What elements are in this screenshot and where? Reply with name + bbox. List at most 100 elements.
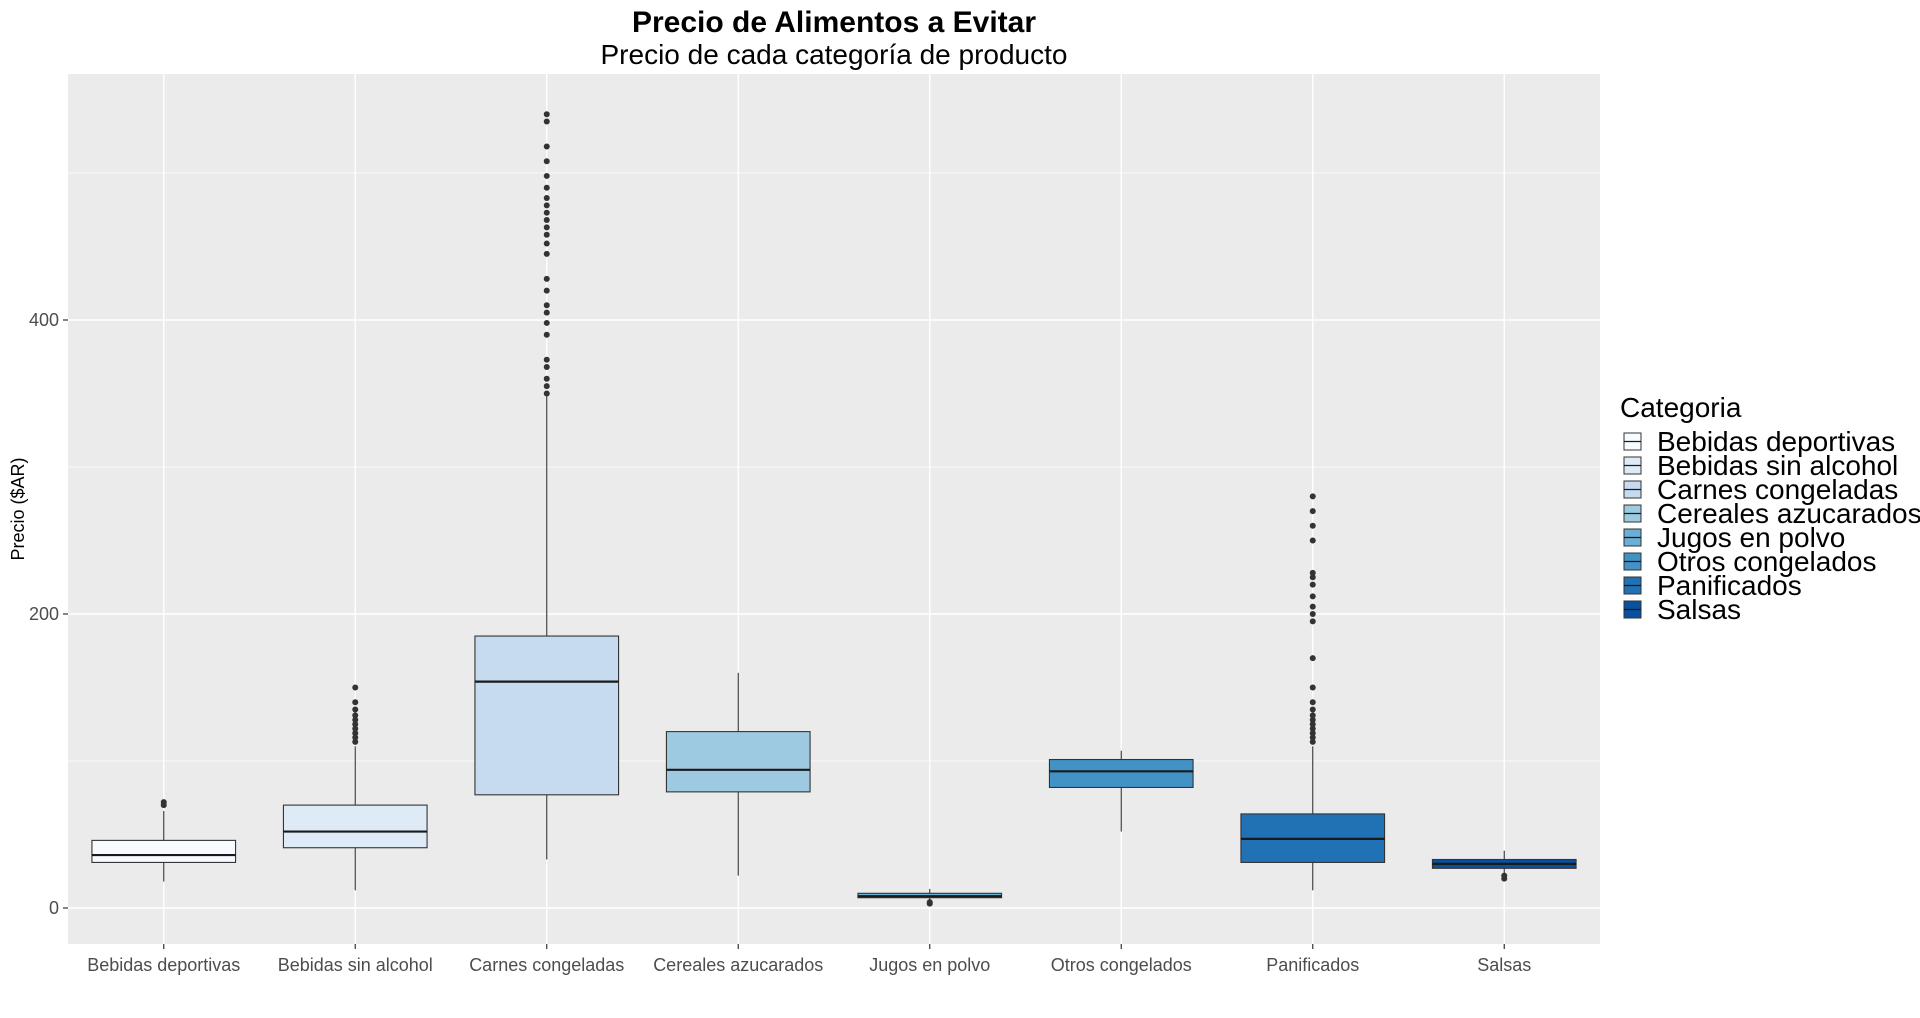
outlier-point xyxy=(1309,569,1316,576)
box-7 xyxy=(1240,493,1386,891)
legend-title: Categoria xyxy=(1620,392,1742,423)
outlier-point xyxy=(543,364,550,371)
outlier-point xyxy=(1309,699,1316,706)
outlier-point xyxy=(543,309,550,316)
legend-item-3: Carnes congeladas xyxy=(1623,474,1898,505)
outlier-point xyxy=(543,319,550,326)
outlier-point xyxy=(1309,537,1316,544)
legend-label: Panificados xyxy=(1657,570,1802,601)
outlier-point xyxy=(543,194,550,201)
outlier-point xyxy=(1309,574,1316,581)
x-axis: Bebidas deportivas Bebidas sin alcohol Car… xyxy=(87,944,1531,975)
outlier-point xyxy=(543,231,550,238)
outlier-point xyxy=(543,118,550,125)
outlier-point xyxy=(352,725,359,732)
outlier-point xyxy=(1309,734,1316,741)
outlier-point xyxy=(543,375,550,382)
outlier-point xyxy=(543,331,550,338)
box-2 xyxy=(282,684,428,891)
y-axis: 0 200 400 xyxy=(29,310,68,918)
legend-label: Cereales azucarados xyxy=(1657,498,1920,529)
box-4 xyxy=(665,672,811,876)
outlier-point xyxy=(543,158,550,165)
legend-item-1: Bebidas deportivas xyxy=(1623,426,1895,457)
outlier-point xyxy=(1309,522,1316,529)
legend-label: Bebidas deportivas xyxy=(1657,426,1895,457)
outlier-point xyxy=(543,275,550,282)
outlier-point xyxy=(352,716,359,723)
outlier-point xyxy=(1309,611,1316,617)
outlier-point xyxy=(543,390,550,397)
outlier-point xyxy=(543,383,550,390)
box-8 xyxy=(1431,850,1577,882)
outlier-point xyxy=(352,684,359,691)
box-6 xyxy=(1048,750,1194,832)
outlier-point xyxy=(1309,618,1316,625)
outlier-point xyxy=(160,799,167,806)
outlier-point xyxy=(1309,493,1316,500)
x-tick-label: Bebidas deportivas xyxy=(87,955,240,975)
box-body xyxy=(1048,758,1194,789)
outlier-point xyxy=(1309,716,1316,723)
x-tick-label: Carnes congeladas xyxy=(469,955,624,975)
y-axis-title: Precio ($AR) xyxy=(8,457,28,560)
legend-item-4: Cereales azucarados xyxy=(1623,498,1920,529)
outlier-point xyxy=(543,143,550,150)
outlier-point xyxy=(543,202,550,209)
outlier-point xyxy=(543,172,550,179)
x-tick-label: Panificados xyxy=(1266,955,1359,975)
outlier-point xyxy=(543,224,550,231)
outlier-point xyxy=(1501,872,1508,879)
outlier-point xyxy=(543,217,550,224)
chart-title: Precio de Alimentos a Evitar xyxy=(632,6,1036,39)
outlier-point xyxy=(1309,706,1316,713)
box-body xyxy=(91,839,237,863)
outlier-point xyxy=(352,738,359,745)
outlier-point xyxy=(1309,508,1316,515)
outlier-point xyxy=(543,287,550,294)
box-group xyxy=(91,111,1577,907)
y-tick-label: 0 xyxy=(49,898,59,918)
x-tick-label: Bebidas sin alcohol xyxy=(278,955,433,975)
legend-label: Salsas xyxy=(1657,594,1741,625)
outlier-point xyxy=(1309,725,1316,732)
outlier-point xyxy=(926,899,933,906)
x-tick-label: Jugos en polvo xyxy=(869,955,990,975)
outlier-point xyxy=(543,250,550,257)
outlier-point xyxy=(1309,684,1316,691)
outlier-point xyxy=(1309,603,1316,610)
legend-item-7: Panificados xyxy=(1623,570,1802,601)
outlier-point xyxy=(543,302,550,309)
box-3 xyxy=(474,111,620,860)
box-body xyxy=(665,731,811,793)
outlier-point xyxy=(1309,721,1316,728)
outlier-point xyxy=(543,111,550,118)
legend-item-8: Salsas xyxy=(1623,594,1741,625)
legend-label: Bebidas sin alcohol xyxy=(1657,450,1898,481)
outlier-point xyxy=(1309,655,1316,662)
x-tick-label: Otros congelados xyxy=(1051,955,1192,975)
outlier-point xyxy=(543,240,550,247)
legend-item-6: Otros congelados xyxy=(1623,546,1876,577)
outlier-point xyxy=(1309,581,1316,588)
outlier-point xyxy=(352,730,359,737)
box-1 xyxy=(91,799,237,882)
plot-panel xyxy=(68,74,1600,944)
outlier-point xyxy=(352,721,359,728)
outlier-point xyxy=(352,699,359,706)
outlier-point xyxy=(1309,593,1316,600)
outlier-point xyxy=(352,712,359,719)
box-body xyxy=(282,804,428,849)
outlier-point xyxy=(1309,712,1316,719)
legend-item-5: Jugos en polvo xyxy=(1623,522,1845,553)
y-tick-label: 400 xyxy=(29,310,59,330)
box-5 xyxy=(857,888,1003,907)
legend-item-2: Bebidas sin alcohol xyxy=(1623,450,1898,481)
legend-label: Carnes congeladas xyxy=(1657,474,1898,505)
y-tick-label: 200 xyxy=(29,604,59,624)
box-body xyxy=(474,635,620,796)
outlier-point xyxy=(1309,730,1316,737)
